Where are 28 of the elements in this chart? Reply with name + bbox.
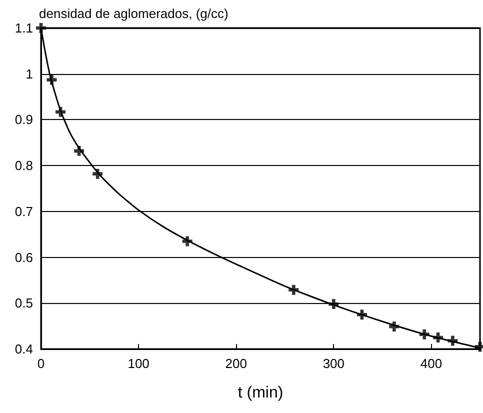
point — [182, 236, 192, 246]
x-tick-label: 0 — [37, 356, 45, 371]
point — [74, 146, 84, 156]
y-tick-label: 0.5 — [14, 296, 33, 311]
point — [46, 74, 57, 85]
y-tick-label: 0.6 — [14, 250, 33, 265]
point — [288, 284, 299, 295]
point — [92, 168, 103, 179]
point — [448, 336, 458, 346]
x-axis-title: t (min) — [238, 384, 284, 402]
x-tick-label: 200 — [225, 356, 247, 371]
y-tick-label: 0.9 — [14, 112, 33, 128]
y-tick-label: 0.7 — [14, 204, 33, 219]
x-tick-label: 100 — [128, 356, 150, 371]
point — [328, 299, 339, 310]
y-tick-label: 0.4 — [14, 342, 33, 356]
y-tick-label: 1 — [26, 66, 33, 82]
x-tick-label: 300 — [322, 356, 345, 371]
x-tick-label: 400 — [420, 356, 442, 371]
y-tick-label: 0.8 — [14, 158, 33, 174]
point — [36, 23, 46, 33]
y-axis-title: densidad de aglomerados, (g/cc) — [39, 6, 228, 21]
y-tick-label: 1.1 — [14, 20, 33, 36]
point — [356, 310, 367, 320]
point — [419, 329, 430, 340]
point — [389, 322, 400, 332]
point — [56, 106, 66, 117]
point — [433, 332, 444, 343]
